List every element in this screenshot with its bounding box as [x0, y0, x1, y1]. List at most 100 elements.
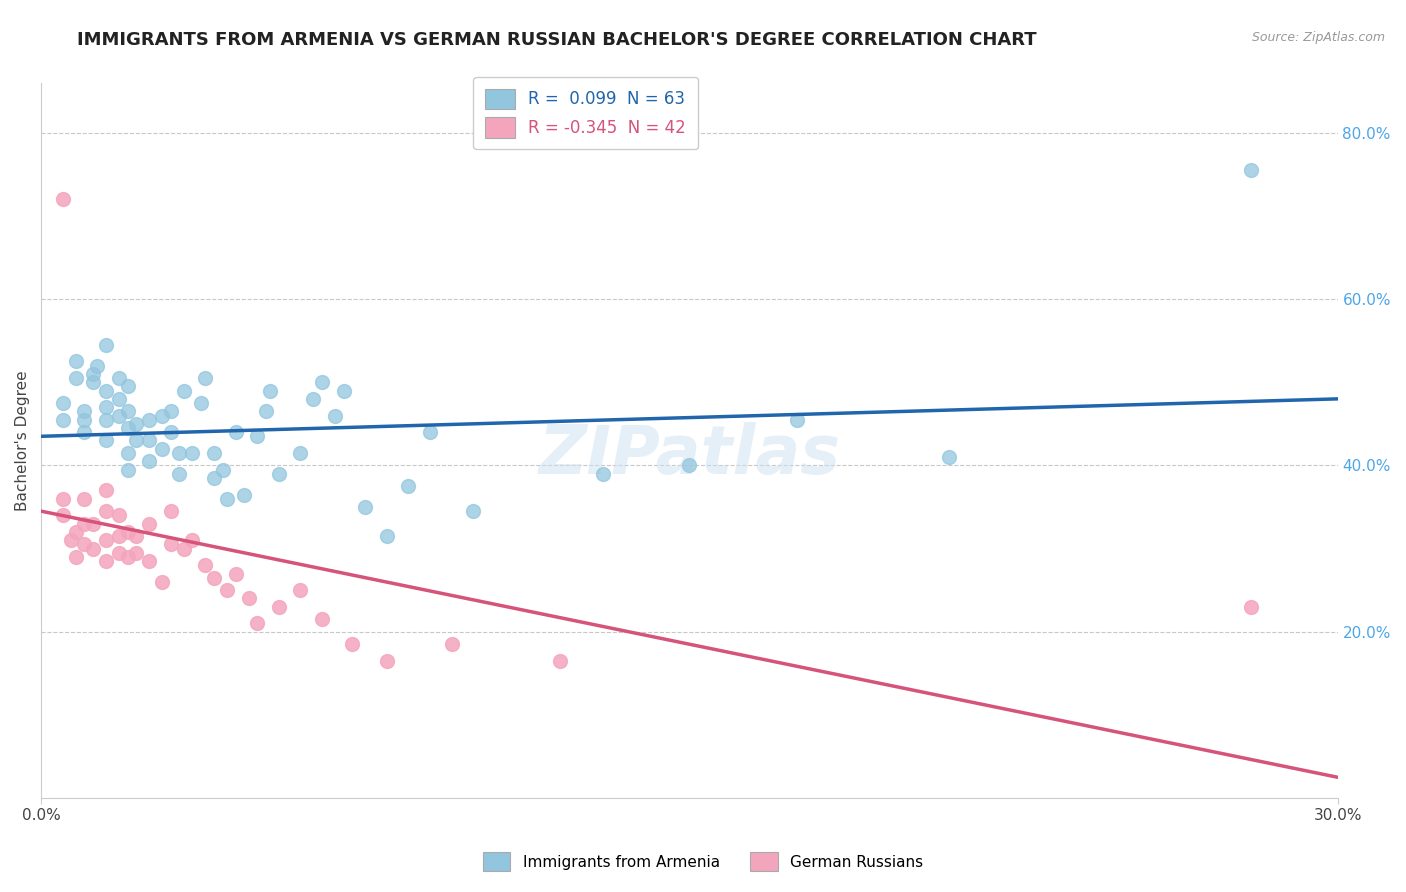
- Point: [73, 425, 96, 439]
- Legend: R =  0.099  N = 63, R = -0.345  N = 42: R = 0.099 N = 63, R = -0.345 N = 42: [474, 77, 697, 149]
- Point: [398, 479, 420, 493]
- Point: [238, 591, 260, 606]
- Point: [311, 612, 333, 626]
- Point: [117, 379, 139, 393]
- Point: [354, 500, 377, 514]
- Point: [342, 637, 364, 651]
- Legend: Immigrants from Armenia, German Russians: Immigrants from Armenia, German Russians: [477, 847, 929, 877]
- Point: [323, 409, 346, 423]
- Point: [125, 434, 148, 448]
- Point: [138, 412, 160, 426]
- Point: [375, 529, 398, 543]
- Point: [173, 384, 195, 398]
- Point: [225, 566, 247, 581]
- Point: [202, 446, 225, 460]
- Point: [311, 376, 333, 390]
- Point: [138, 454, 160, 468]
- Point: [202, 471, 225, 485]
- Point: [82, 516, 104, 531]
- Point: [463, 504, 485, 518]
- Point: [52, 192, 75, 206]
- Point: [138, 434, 160, 448]
- Point: [73, 491, 96, 506]
- Point: [159, 404, 181, 418]
- Point: [246, 429, 269, 443]
- Point: [73, 412, 96, 426]
- Point: [125, 529, 148, 543]
- Point: [190, 396, 212, 410]
- Point: [173, 541, 195, 556]
- Point: [82, 376, 104, 390]
- Point: [52, 412, 75, 426]
- Point: [52, 396, 75, 410]
- Point: [246, 616, 269, 631]
- Point: [94, 554, 117, 568]
- Point: [440, 637, 463, 651]
- Point: [1240, 599, 1263, 614]
- Point: [108, 546, 131, 560]
- Point: [108, 371, 131, 385]
- Point: [108, 409, 131, 423]
- Point: [678, 458, 700, 473]
- Point: [117, 549, 139, 564]
- Point: [73, 516, 96, 531]
- Point: [159, 504, 181, 518]
- Point: [211, 462, 233, 476]
- Point: [267, 467, 290, 481]
- Point: [94, 400, 117, 414]
- Point: [938, 450, 960, 464]
- Point: [181, 446, 204, 460]
- Point: [215, 491, 238, 506]
- Point: [117, 404, 139, 418]
- Point: [60, 533, 83, 548]
- Point: [290, 583, 312, 598]
- Point: [194, 558, 217, 573]
- Point: [82, 541, 104, 556]
- Point: [117, 421, 139, 435]
- Point: [233, 487, 256, 501]
- Point: [117, 524, 139, 539]
- Point: [117, 462, 139, 476]
- Point: [1240, 163, 1263, 178]
- Point: [259, 384, 281, 398]
- Point: [159, 425, 181, 439]
- Point: [169, 446, 191, 460]
- Point: [150, 574, 173, 589]
- Point: [159, 537, 181, 551]
- Point: [73, 537, 96, 551]
- Point: [52, 508, 75, 523]
- Point: [82, 367, 104, 381]
- Y-axis label: Bachelor's Degree: Bachelor's Degree: [15, 370, 30, 511]
- Point: [548, 654, 571, 668]
- Point: [202, 571, 225, 585]
- Point: [419, 425, 441, 439]
- Point: [108, 529, 131, 543]
- Point: [225, 425, 247, 439]
- Point: [65, 371, 87, 385]
- Point: [108, 392, 131, 406]
- Point: [65, 354, 87, 368]
- Point: [267, 599, 290, 614]
- Text: ZIPatlas: ZIPatlas: [538, 422, 841, 488]
- Point: [125, 417, 148, 431]
- Point: [169, 467, 191, 481]
- Point: [254, 404, 277, 418]
- Point: [150, 409, 173, 423]
- Point: [181, 533, 204, 548]
- Point: [138, 516, 160, 531]
- Point: [94, 384, 117, 398]
- Point: [117, 446, 139, 460]
- Point: [302, 392, 325, 406]
- Point: [52, 491, 75, 506]
- Point: [125, 546, 148, 560]
- Text: Source: ZipAtlas.com: Source: ZipAtlas.com: [1251, 31, 1385, 45]
- Point: [215, 583, 238, 598]
- Point: [194, 371, 217, 385]
- Point: [332, 384, 354, 398]
- Point: [375, 654, 398, 668]
- Point: [108, 508, 131, 523]
- Point: [86, 359, 108, 373]
- Text: IMMIGRANTS FROM ARMENIA VS GERMAN RUSSIAN BACHELOR'S DEGREE CORRELATION CHART: IMMIGRANTS FROM ARMENIA VS GERMAN RUSSIA…: [77, 31, 1038, 49]
- Point: [94, 483, 117, 498]
- Point: [138, 554, 160, 568]
